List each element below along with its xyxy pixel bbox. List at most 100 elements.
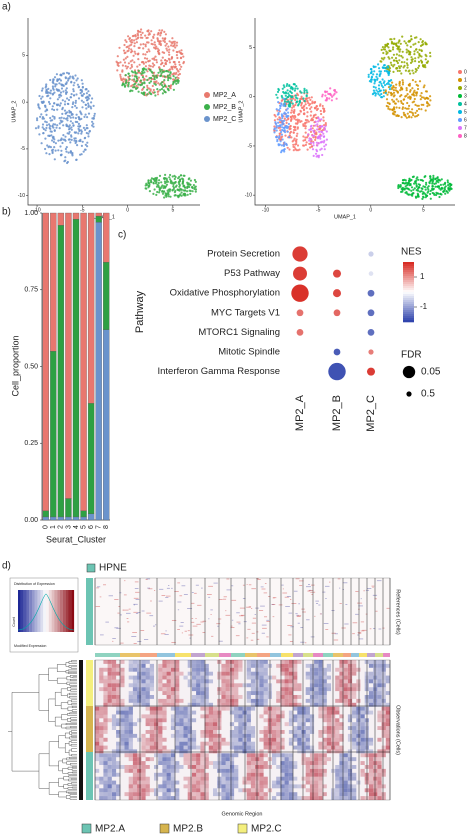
- point: [411, 79, 414, 82]
- heat-cell: [314, 784, 319, 789]
- heat-speck: [329, 581, 331, 583]
- heat-cell: [335, 737, 340, 742]
- point: [400, 116, 403, 119]
- heat-cell: [280, 710, 285, 715]
- chromosome-strip: [219, 653, 231, 657]
- point: [62, 72, 65, 75]
- point: [140, 33, 143, 36]
- point: [67, 98, 71, 102]
- point: [78, 129, 81, 132]
- heat-cell: [175, 675, 180, 680]
- point: [119, 73, 122, 76]
- point: [125, 46, 128, 49]
- heat-speck: [290, 599, 292, 600]
- point: [303, 89, 306, 92]
- point: [56, 98, 60, 101]
- heat-speck: [337, 578, 341, 580]
- reference-axis-title: References (Cells): [395, 589, 401, 635]
- heat-cell: [297, 660, 302, 664]
- point: [300, 104, 303, 107]
- point: [313, 106, 316, 109]
- heat-cell: [200, 730, 205, 734]
- heat-cell: [200, 788, 205, 793]
- point: [146, 88, 149, 91]
- point: [408, 184, 411, 187]
- point: [143, 57, 147, 60]
- heat-cell: [183, 776, 188, 781]
- heat-speck: [259, 610, 264, 611]
- branch: [67, 783, 72, 786]
- heat-cell: [377, 691, 382, 695]
- y-axis-title: UMAP_2: [238, 100, 244, 122]
- heat-speck: [256, 631, 259, 633]
- heat-cell: [137, 695, 142, 699]
- point: [308, 96, 311, 99]
- point: [324, 122, 327, 125]
- heat-cell: [280, 788, 285, 793]
- heat-cell: [158, 749, 163, 754]
- key-cell: [37, 590, 41, 632]
- heat-cell: [360, 733, 365, 738]
- heat-cell: [339, 780, 344, 785]
- point: [283, 112, 286, 115]
- point: [157, 71, 160, 74]
- point: [156, 47, 159, 50]
- heat-cell: [162, 714, 167, 719]
- heat-cell: [196, 695, 201, 699]
- heat-cell: [204, 730, 209, 734]
- heat-speck: [307, 590, 311, 592]
- heat-cell: [368, 741, 374, 746]
- heat-cell: [213, 722, 218, 727]
- heat-cell: [196, 687, 201, 692]
- point: [317, 120, 320, 123]
- heat-cell: [314, 753, 319, 758]
- heat-cell: [166, 698, 171, 703]
- point: [155, 193, 158, 196]
- branch: [66, 790, 69, 794]
- point: [436, 176, 439, 179]
- legend-label: MP2_B: [213, 104, 236, 111]
- heat-cell: [368, 780, 374, 785]
- point: [420, 96, 424, 99]
- heat-cell: [318, 706, 323, 711]
- point: [119, 75, 122, 78]
- point: [194, 188, 198, 191]
- heat-cell: [191, 663, 197, 668]
- bar-segment: [80, 212, 87, 511]
- heat-cell: [250, 792, 256, 797]
- branch: [67, 787, 73, 790]
- point: [328, 97, 331, 100]
- point: [429, 197, 432, 200]
- heat-cell: [272, 749, 277, 754]
- point: [127, 85, 130, 88]
- heat-cell: [385, 749, 391, 754]
- heat-cell: [301, 796, 306, 800]
- heat-speck: [334, 633, 338, 635]
- point: [162, 85, 165, 89]
- point: [84, 128, 87, 131]
- heat-cell: [221, 683, 226, 688]
- heat-cell: [322, 667, 327, 672]
- heat-cell: [343, 695, 348, 699]
- point: [296, 127, 299, 130]
- point: [194, 190, 197, 193]
- point: [370, 68, 373, 71]
- heat-cell: [246, 691, 251, 695]
- point: [274, 122, 278, 125]
- heat-cell: [263, 671, 268, 676]
- point: [447, 187, 450, 190]
- point: [408, 188, 411, 191]
- point: [161, 29, 164, 32]
- heat-cell: [301, 761, 306, 765]
- heat-cell: [309, 745, 315, 750]
- heat-cell: [343, 780, 348, 785]
- heat-cell: [263, 660, 268, 664]
- dot: [328, 362, 346, 381]
- heat-cell: [360, 772, 365, 777]
- point: [310, 138, 313, 141]
- heat-cell: [200, 702, 205, 707]
- heat-speck: [181, 585, 186, 587]
- heat-cell: [132, 757, 138, 762]
- point: [424, 175, 427, 178]
- heat-cell: [170, 667, 176, 672]
